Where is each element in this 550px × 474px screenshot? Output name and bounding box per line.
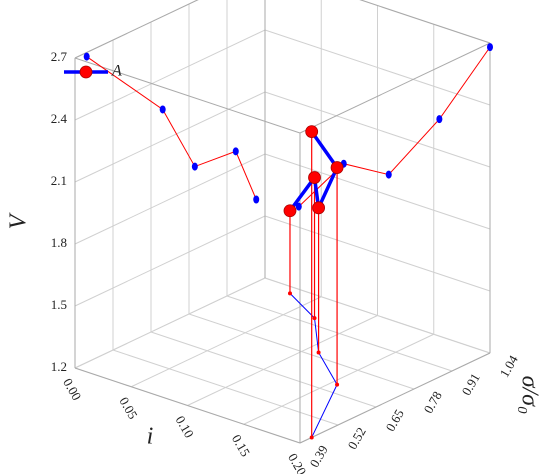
projection-dot	[83, 52, 90, 61]
grid-line	[74, 153, 266, 245]
y-tick-label: 0.78	[421, 389, 445, 416]
grid-line	[150, 331, 377, 408]
point	[305, 125, 319, 138]
grid-line	[74, 215, 266, 307]
grid-line	[226, 295, 453, 372]
grid-line	[264, 91, 491, 168]
grid-line	[264, 153, 491, 230]
point	[308, 171, 321, 184]
projection-dot	[487, 43, 493, 52]
projection-dot	[253, 195, 260, 204]
point	[283, 204, 297, 218]
grid-line	[112, 349, 339, 426]
projection-dot	[232, 147, 239, 156]
x-tick-label: 0.10	[173, 413, 197, 440]
grid-line	[243, 333, 434, 425]
z-tick-label: 1.5	[51, 297, 67, 312]
axis-line	[359, 0, 491, 44]
grid-line	[264, 215, 491, 292]
grid-line	[131, 296, 322, 388]
series-line	[288, 130, 340, 215]
y-tick-label: 0.39	[307, 443, 331, 470]
grid-line	[74, 0, 199, 59]
grid-line	[264, 29, 491, 106]
legend-marker	[79, 65, 93, 79]
axis-line	[299, 352, 491, 444]
grid-line	[74, 29, 266, 121]
z-tick-label: 2.7	[51, 49, 68, 64]
grid-line	[74, 91, 266, 183]
floor-projection	[289, 293, 338, 438]
x-axis-title: i	[147, 424, 154, 450]
z-tick-label: 1.2	[51, 359, 67, 374]
axis-line	[74, 367, 301, 444]
y-axis-title: σ/σ₀	[516, 376, 542, 415]
grid-line	[74, 277, 266, 369]
grid-line	[188, 313, 415, 390]
grid-line	[187, 315, 378, 406]
z-tick-label: 2.4	[51, 111, 68, 126]
y-tick-label: 0.65	[383, 407, 407, 434]
projection-dot	[191, 162, 198, 171]
axis-line	[74, 57, 301, 134]
z-tick-label: 2.1	[51, 173, 67, 188]
wall-projection	[298, 46, 491, 207]
y-tick-label: 0.52	[345, 425, 369, 452]
z-tick-label: 1.8	[51, 235, 67, 250]
legend-label: A	[111, 63, 122, 80]
grid-line	[264, 277, 491, 354]
axis-line	[74, 0, 199, 59]
axis-line	[299, 42, 491, 134]
x-tick-label: 0.15	[229, 432, 253, 459]
point	[330, 161, 344, 174]
z-axis-title: V	[6, 212, 32, 229]
point	[312, 201, 325, 215]
projection-dot	[436, 115, 443, 124]
x-tick-label: 0.05	[116, 394, 140, 421]
x-tick-label: 0.00	[60, 376, 84, 403]
y-tick-label: 0.91	[459, 371, 483, 398]
projection-dot	[159, 105, 166, 114]
projection-dot	[385, 170, 392, 179]
projection-dot	[295, 202, 302, 211]
